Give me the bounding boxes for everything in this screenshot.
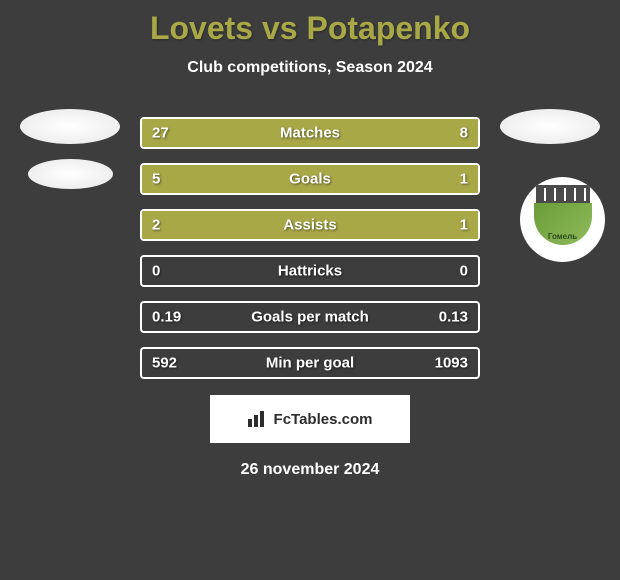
stat-value-right: 0: [460, 263, 468, 280]
stat-value-left: 0: [152, 263, 160, 280]
footer-text: FcTables.com: [274, 411, 373, 428]
stat-value-left: 5: [152, 171, 160, 188]
badge-inner: Гомель: [528, 185, 598, 255]
stat-label: Hattricks: [278, 263, 342, 280]
footer-badge: FcTables.com: [210, 395, 410, 443]
stats-area: Гомель 27 8 Matches 5 1 Goals 2 1 Assists 0 0 Hattr…: [0, 117, 620, 379]
stat-row: 2 1 Assists: [140, 209, 480, 241]
club-logo-right-placeholder: [500, 109, 600, 144]
stat-value-left: 27: [152, 125, 169, 142]
stat-bar-left: [142, 165, 421, 193]
stat-row: 0.19 0.13 Goals per match: [140, 301, 480, 333]
stat-label: Assists: [283, 217, 336, 234]
stat-value-right: 8: [460, 125, 468, 142]
stat-label: Matches: [280, 125, 340, 142]
badge-wall-icon: [536, 185, 590, 203]
infographic-container: Lovets vs Potapenko Club competitions, S…: [0, 0, 620, 580]
page-title: Lovets vs Potapenko: [0, 10, 620, 47]
club-badge-right: Гомель: [520, 177, 605, 262]
badge-text: Гомель: [534, 232, 592, 241]
stat-value-left: 592: [152, 355, 177, 372]
stat-value-right: 1: [460, 171, 468, 188]
stat-row: 27 8 Matches: [140, 117, 480, 149]
stat-bar-right: [421, 165, 478, 193]
stat-value-left: 0.19: [152, 309, 181, 326]
stat-row: 0 0 Hattricks: [140, 255, 480, 287]
stat-row: 5 1 Goals: [140, 163, 480, 195]
stat-value-right: 0.13: [439, 309, 468, 326]
stats-rows: 27 8 Matches 5 1 Goals 2 1 Assists 0 0 Hattricks 0.1…: [140, 117, 480, 379]
date-text: 26 november 2024: [0, 461, 620, 479]
stat-label: Min per goal: [266, 355, 354, 372]
stat-bar-left: [142, 119, 401, 147]
badge-shield-icon: Гомель: [534, 203, 592, 245]
stat-label: Goals per match: [251, 309, 369, 326]
stat-value-left: 2: [152, 217, 160, 234]
stat-label: Goals: [289, 171, 331, 188]
stat-value-right: 1093: [435, 355, 468, 372]
stat-value-right: 1: [460, 217, 468, 234]
stat-row: 592 1093 Min per goal: [140, 347, 480, 379]
subtitle: Club competitions, Season 2024: [0, 59, 620, 77]
club-logo-left-2: [28, 159, 113, 189]
club-logo-left-1: [20, 109, 120, 144]
chart-icon: [248, 411, 268, 427]
